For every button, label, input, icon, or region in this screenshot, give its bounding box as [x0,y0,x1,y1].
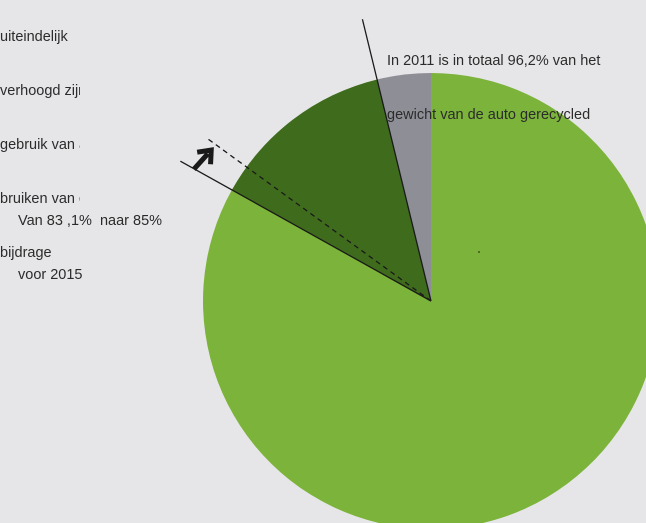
annotation-line: voor 2015 [18,267,83,283]
side-note-line: gebruik van alherge- [0,137,80,153]
side-note-line: verhoogd zijn [0,83,80,99]
current-share-line [180,160,432,302]
pie-slice-2 [231,79,431,301]
arrow-shaft [191,152,210,172]
side-note-line: bruiken van de [0,191,80,207]
pie-center-dot [478,251,480,253]
arrow-icon [191,147,214,172]
side-note: uiteindelijk verhoogd zijn gebruik van a… [0,0,80,298]
target-annotation: Van 83 ,1% naar 85% voor 2015 [18,176,162,320]
target-share-line [208,138,432,302]
annotation-line: Van 83 ,1% naar 85% [18,213,163,229]
side-note-line: bijdrage [0,245,52,261]
total-recycled-leader-line [361,19,432,302]
side-note-line: uiteindelijk [0,29,68,45]
total-recycled-annotation: In 2011 is in totaal 96,2% van het gewic… [387,16,600,160]
arrow-head [196,147,214,165]
annotation-line: In 2011 is in totaal 96,2% van het [387,53,601,69]
annotation-line: gewicht van de auto gerecycled [387,107,591,123]
